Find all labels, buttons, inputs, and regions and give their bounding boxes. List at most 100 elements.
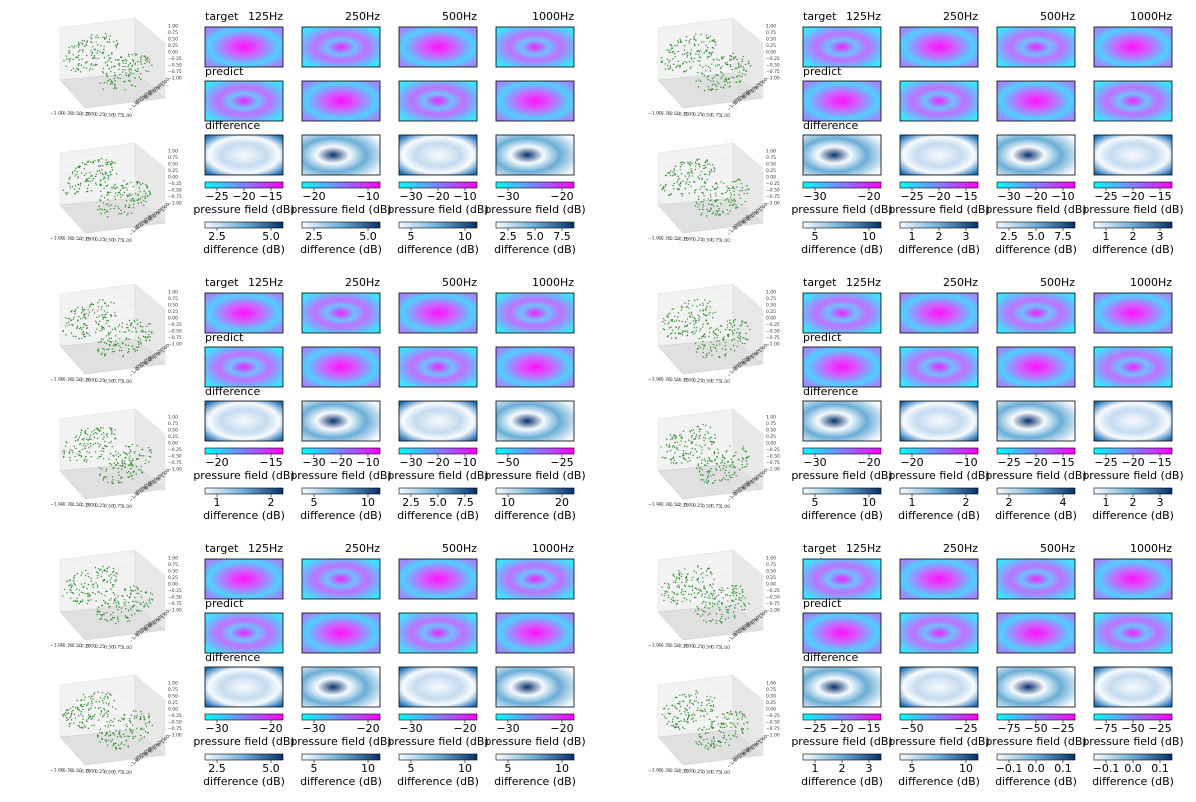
point (113, 616, 115, 619)
point (82, 39, 84, 42)
point (68, 317, 70, 320)
point (88, 335, 91, 337)
point (123, 331, 125, 333)
point (100, 426, 102, 429)
point (704, 299, 706, 301)
point (711, 605, 714, 607)
point (94, 714, 96, 716)
point (672, 456, 675, 458)
heatmap (301, 346, 381, 388)
point (691, 447, 694, 450)
point (704, 182, 707, 185)
point (709, 70, 712, 72)
point (696, 203, 698, 205)
point (108, 463, 111, 465)
point (94, 451, 97, 453)
z-tick-label: 1.00 (766, 290, 776, 296)
point (145, 70, 147, 72)
point (79, 71, 82, 73)
point (715, 187, 717, 190)
point (98, 456, 101, 458)
point (724, 328, 727, 331)
grid-line (657, 53, 734, 65)
point (713, 740, 716, 742)
point (718, 600, 721, 603)
point (678, 320, 680, 322)
point (140, 56, 142, 59)
point (703, 436, 705, 439)
z-tick-label: −0.25 (168, 56, 182, 62)
point (674, 600, 676, 603)
point (725, 739, 728, 741)
point (697, 692, 699, 694)
y-tick-label: 1.00 (758, 202, 769, 214)
point (690, 66, 692, 68)
x-tick-label: 0.75 (711, 504, 721, 510)
point (96, 610, 99, 613)
point (115, 578, 117, 581)
point (710, 467, 712, 470)
point (666, 723, 669, 725)
point (726, 609, 728, 611)
point (69, 459, 72, 461)
point (102, 699, 104, 702)
point (694, 161, 697, 163)
point (663, 328, 666, 331)
colorbar-tick-label: 10 (555, 762, 569, 775)
point (67, 718, 69, 721)
colorbar-tick-label: −30 (302, 722, 325, 735)
grid-line (59, 26, 136, 38)
point (101, 352, 103, 354)
point (735, 726, 737, 728)
point (709, 460, 711, 462)
point (104, 353, 106, 355)
point (701, 468, 703, 471)
point (66, 58, 68, 60)
point (68, 49, 70, 52)
point (87, 434, 89, 436)
colorbar-label: pressure field (dB) (791, 203, 892, 216)
point (123, 717, 125, 720)
point (673, 434, 675, 436)
z-tick-label: 0.50 (766, 569, 776, 575)
x-tick-label: −0.50 (666, 502, 680, 508)
point (133, 470, 135, 472)
point (122, 355, 124, 358)
point (100, 433, 103, 436)
point (682, 180, 684, 182)
point (88, 451, 90, 454)
point (109, 79, 111, 81)
point (103, 477, 105, 479)
point (142, 335, 145, 338)
point (706, 738, 708, 740)
point (101, 52, 104, 55)
x-tick-label: 0.00 (86, 237, 96, 243)
point (146, 185, 149, 187)
point (730, 348, 732, 351)
point (135, 192, 137, 195)
point (128, 601, 130, 604)
point (701, 593, 703, 595)
point (716, 199, 718, 201)
point (679, 694, 681, 697)
point (694, 204, 697, 207)
heatmap (1093, 134, 1173, 176)
point (82, 722, 84, 725)
point (107, 79, 109, 82)
point (702, 302, 704, 304)
point (130, 463, 133, 465)
colorbar (398, 221, 478, 229)
colorbar-tick-label: 2.5 (208, 230, 226, 243)
point (111, 706, 114, 708)
point (744, 604, 746, 606)
z-tick-label: 0.25 (168, 43, 178, 49)
point (673, 169, 676, 172)
point (685, 69, 688, 72)
point (112, 482, 115, 484)
point (705, 37, 708, 39)
x-tick-label: 0.50 (702, 237, 712, 243)
point (146, 194, 148, 197)
point (707, 302, 709, 305)
point (705, 570, 708, 572)
point (134, 715, 136, 718)
